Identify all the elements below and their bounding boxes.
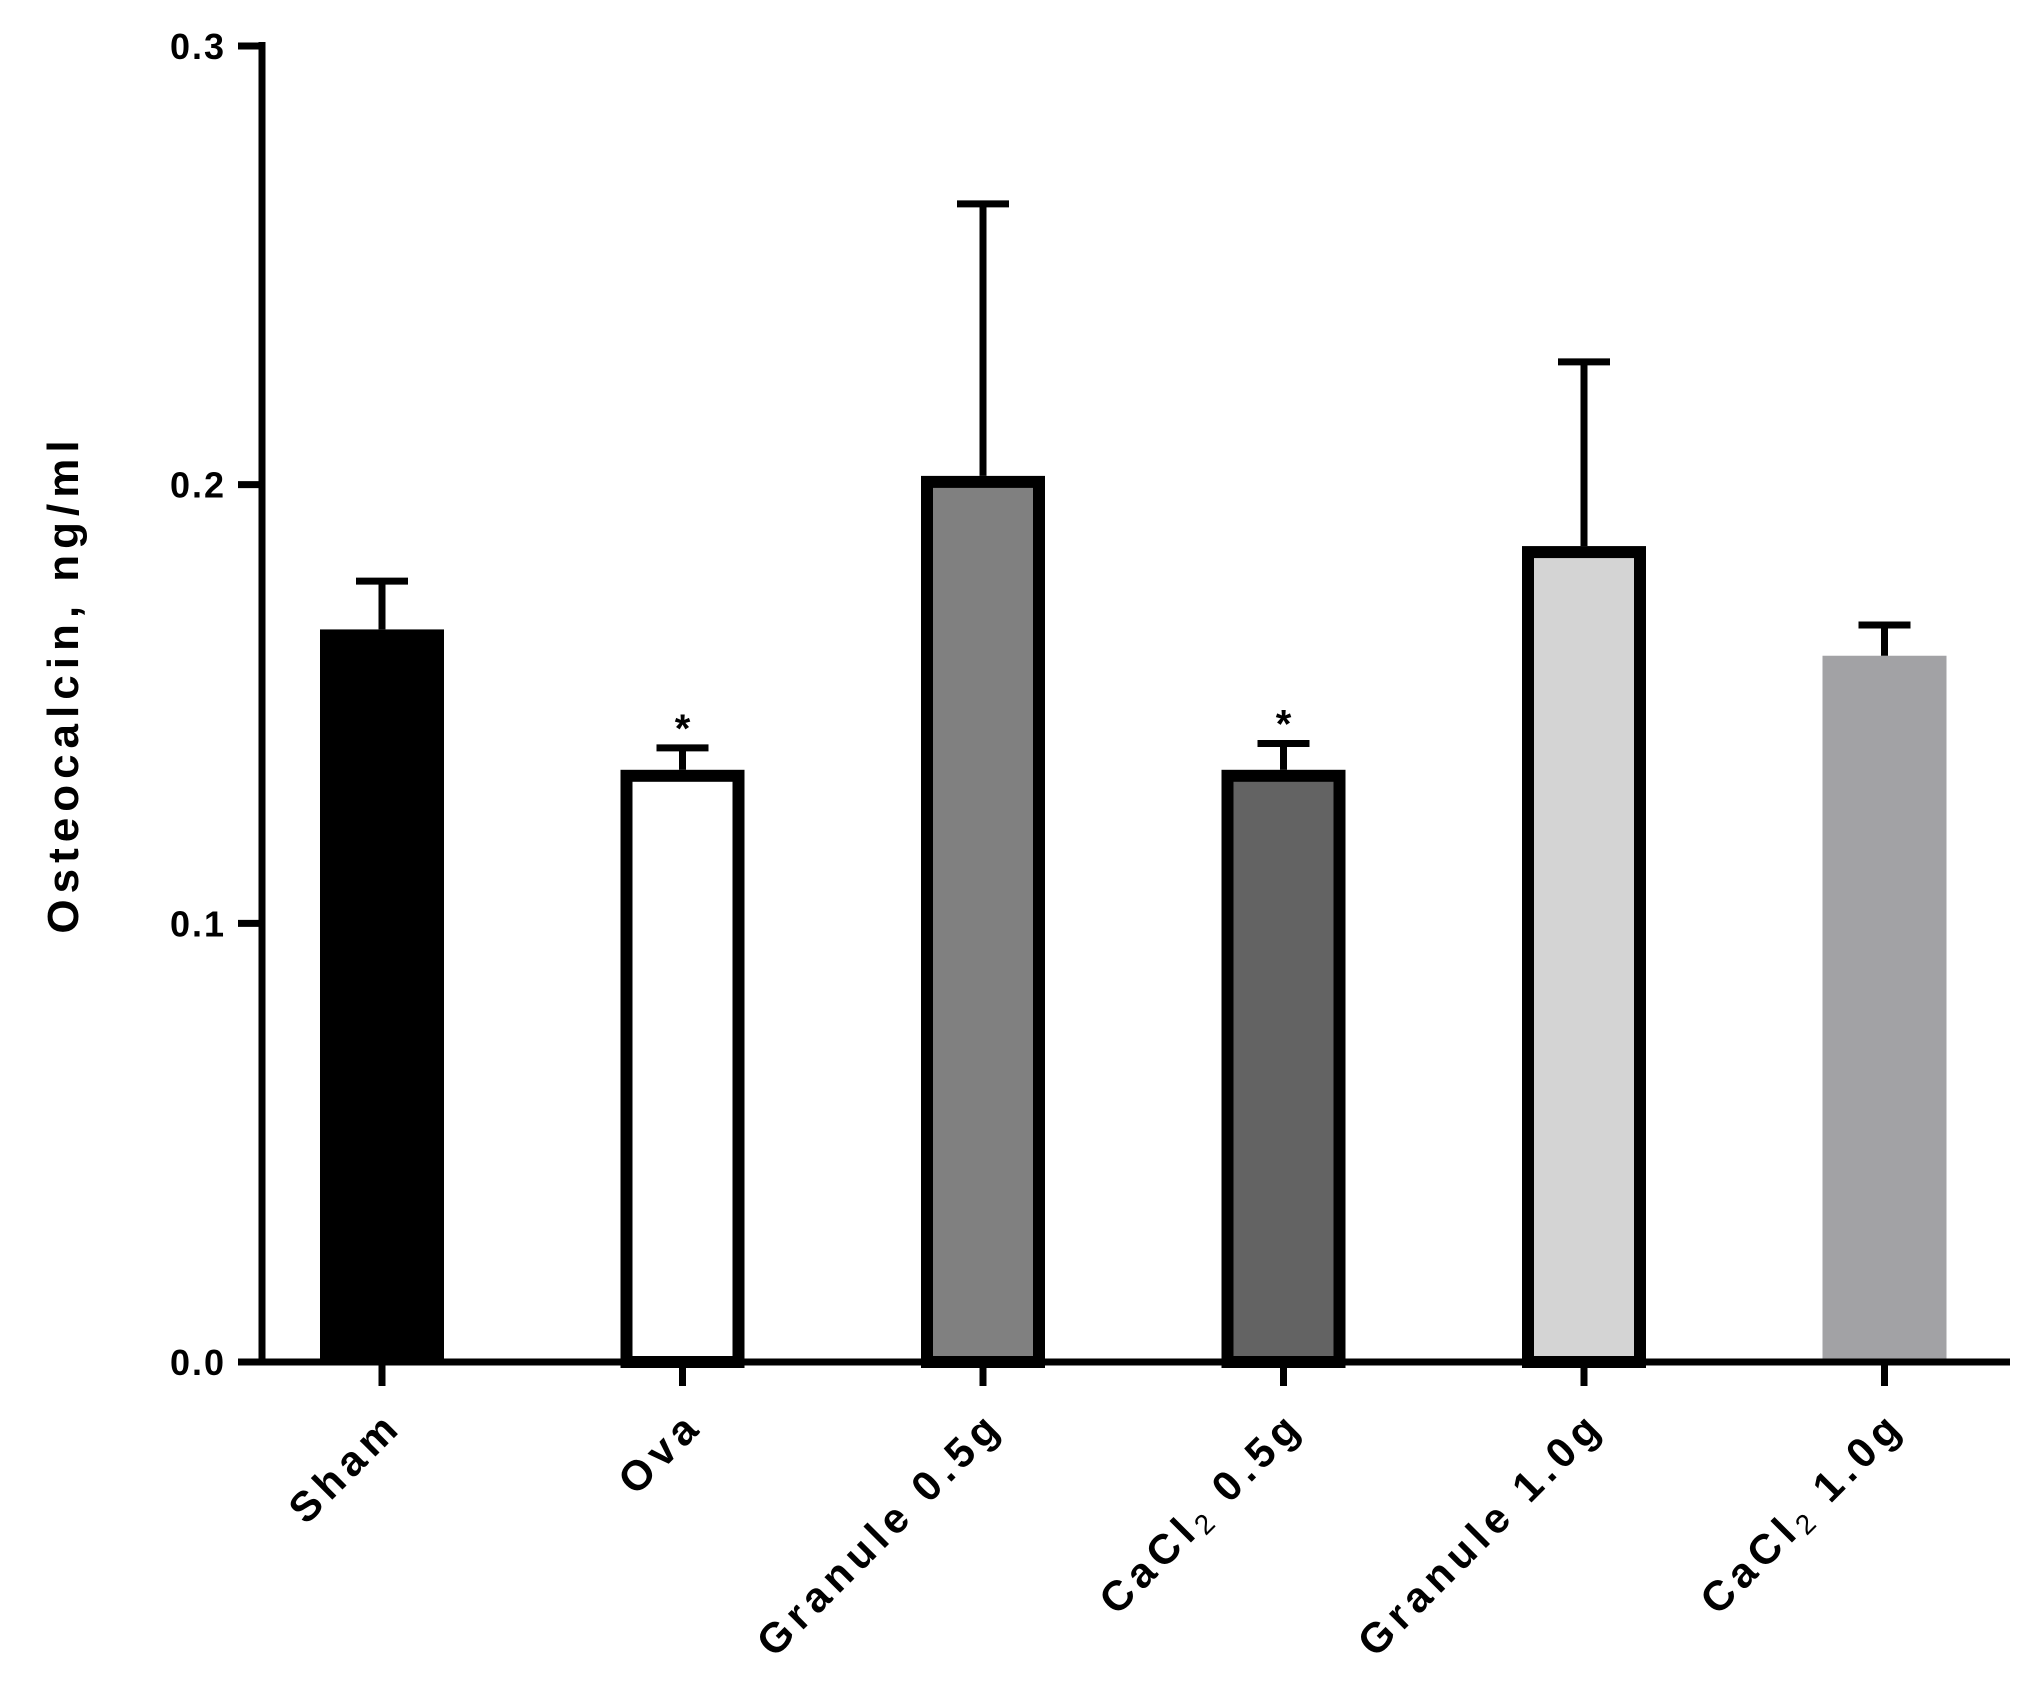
significance-marker: * — [675, 707, 691, 751]
x-tick-label: Granule 1.0g — [1348, 1401, 1612, 1665]
y-tick-label: 0.3 — [170, 26, 226, 67]
x-tick-label: CaCl2 0.5g — [1090, 1401, 1314, 1625]
x-tick-label: CaCl2 1.0g — [1691, 1401, 1915, 1625]
x-tick-label: Sham — [279, 1401, 410, 1532]
bar — [1822, 655, 1947, 1362]
bar — [1522, 546, 1646, 1368]
bar — [320, 629, 444, 1362]
y-tick-label: 0.0 — [170, 1342, 226, 1383]
error-bars-group — [356, 200, 1911, 770]
significance-marker: * — [1276, 702, 1292, 746]
y-tick-label: 0.2 — [170, 465, 226, 506]
bar — [921, 475, 1045, 1369]
bar — [1221, 769, 1346, 1368]
x-tick-label: Granule 0.5g — [747, 1401, 1011, 1665]
y-tick-label: 0.1 — [170, 903, 226, 944]
x-tick-label: Ova — [609, 1401, 711, 1503]
bars-group — [320, 475, 1947, 1369]
bar — [620, 769, 745, 1368]
axes-group — [238, 42, 2010, 1386]
y-axis-title: Osteocalcin, ng/ml — [39, 434, 88, 933]
